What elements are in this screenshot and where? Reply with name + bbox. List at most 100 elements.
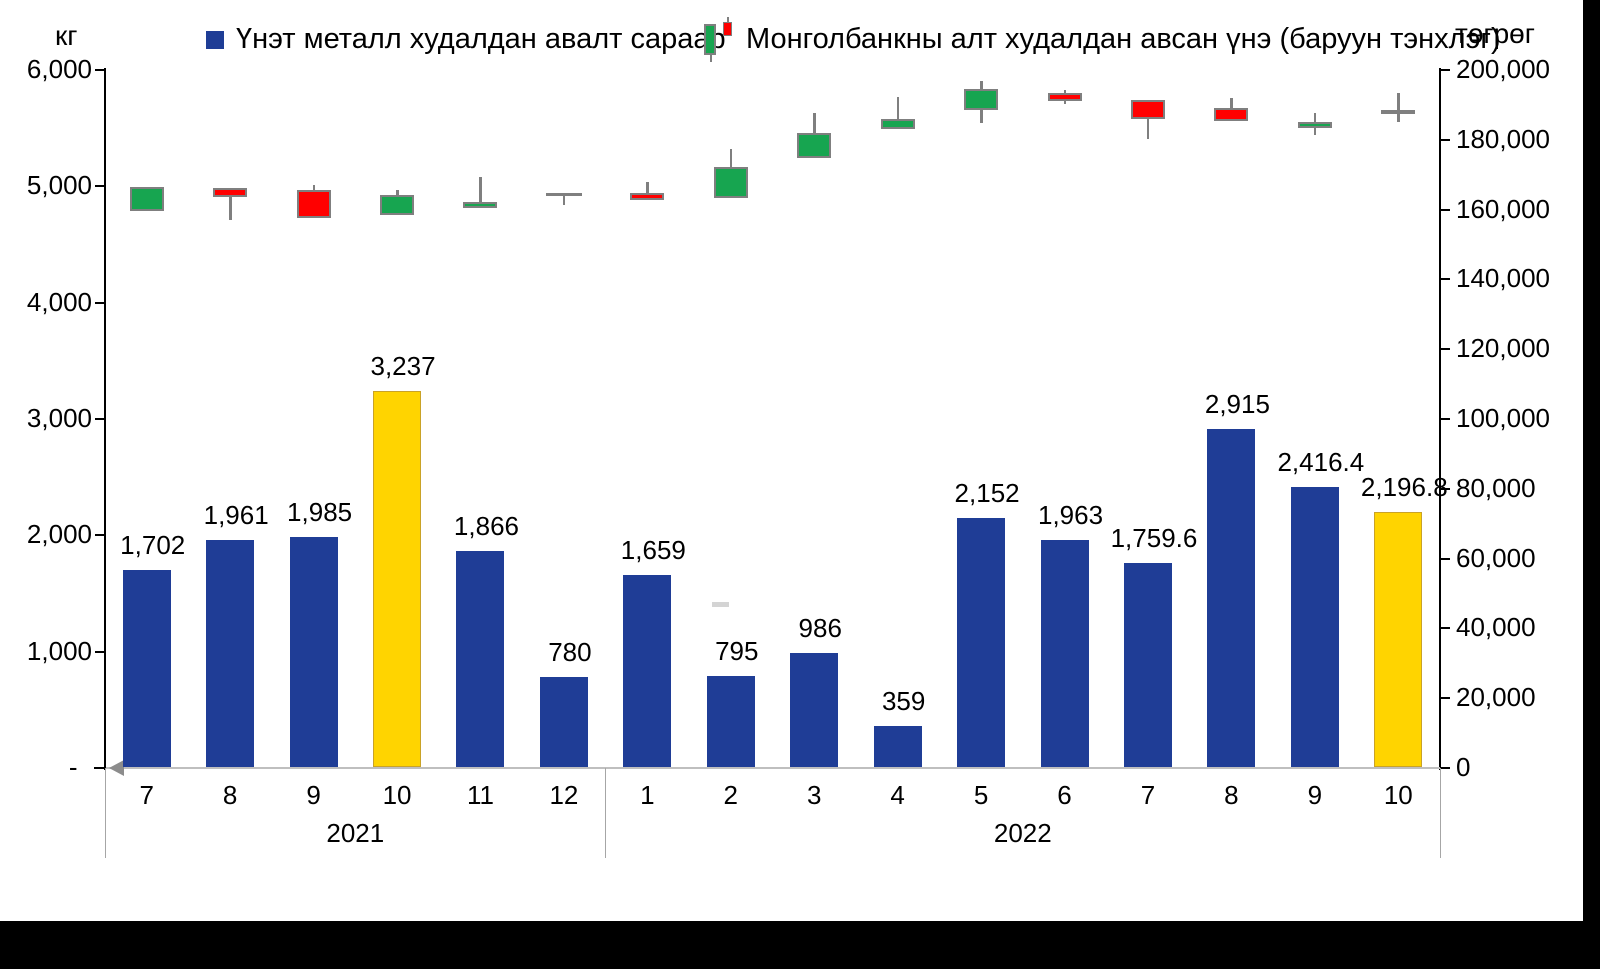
legend-green-candle-wick [710,55,712,62]
month-label: 7 [1140,780,1156,810]
right-tick-label: 40,000 [1456,612,1536,643]
right-tick-mark [1440,418,1450,420]
bar [539,677,588,767]
bar-value-label: 1,759.6 [1110,523,1198,554]
right-tick-mark [1440,138,1450,141]
bar-value-label: 359 [881,686,926,717]
bar [456,550,505,767]
year-group-divider [1439,768,1441,858]
left-tick-mark [95,185,105,188]
candle-wick [896,96,900,129]
right-tick-label: 140,000 [1456,263,1550,294]
bar [122,570,171,767]
candle-down [1381,110,1416,115]
left-tick-mark [95,69,105,71]
candle-up [380,194,415,216]
bar [206,539,255,767]
left-axis-line [104,68,106,770]
month-label: 4 [890,780,905,810]
bar-value-label: 1,659 [620,535,686,565]
bar [289,537,338,767]
candle-up [463,201,498,209]
candle-down [1214,108,1249,121]
month-label: 8 [222,780,238,810]
candle-wick [646,182,649,200]
right-tick-mark [1440,487,1450,490]
left-tick-mark [95,301,105,304]
right-tick-mark [1440,348,1450,351]
candle-wick [562,194,566,206]
bar-highlighted [1374,512,1423,767]
candle-down [1130,100,1165,119]
candle-down [213,187,248,198]
left-tick-mark [95,767,105,769]
left-tick-label: 2,000 [26,519,92,550]
bar [873,726,922,767]
bar [706,675,755,767]
month-label: 2 [723,780,739,810]
bar [623,575,672,767]
bar [1123,563,1172,767]
month-label: 9 [306,780,321,810]
candle-up [797,132,832,158]
artifact-smudge [712,602,729,607]
bar-value-label: 780 [548,637,592,668]
bar [790,653,839,767]
legend-red-candle-wick [727,17,729,22]
candle-up [880,118,915,129]
right-tick-label: 120,000 [1456,333,1550,364]
legend-item-bar-series: Үнэт металл худалдан авалт сараар [206,23,726,56]
month-label: 11 [466,780,494,810]
bar-value-label: 1,963 [1037,499,1104,530]
year-label: 2021 [326,818,385,848]
bar [1040,539,1089,767]
candle-wick [1397,93,1400,122]
month-label: 5 [973,780,989,810]
bar [1290,486,1339,767]
month-label: 10 [1383,780,1413,810]
x-axis-baseline [105,767,1440,769]
left-tick-label: 6,000 [26,54,92,84]
bar [957,517,1006,767]
bar-value-label: 1,961 [203,499,269,530]
candle-wick [1146,100,1150,140]
candle-wick [479,177,482,209]
bar-value-label: 2,152 [954,477,1020,508]
bar [1207,428,1256,767]
month-label: 7 [139,780,154,810]
origin-arrow-marker [109,760,124,776]
right-tick-label: 180,000 [1456,123,1550,154]
right-axis-unit-label: төгрөг [1455,18,1535,49]
bar-value-label: 1,702 [120,530,186,560]
chart-sheet: кг Үнэт металл худалдан авалт сараар Мон… [0,0,1583,921]
bar-value-label: 3,237 [370,351,436,382]
right-tick-label: 60,000 [1456,542,1536,573]
left-axis-unit-label: кг [55,20,78,51]
left-tick-mark [95,418,105,420]
bar-value-label: 795 [715,635,759,666]
candle-down [296,190,331,218]
left-tick-label: 4,000 [26,286,92,317]
right-tick-mark [1440,208,1450,211]
bar-value-label: 2,915 [1204,388,1270,419]
bar-series-swatch-icon [206,30,224,49]
candle-down [1047,93,1082,102]
candle-series-legend-label: Монголбанкны алт худалдан авсан үнэ (бар… [746,23,1501,55]
bar-highlighted [373,391,422,767]
right-tick-label: 100,000 [1456,403,1550,433]
bar-value-label: 1,866 [453,510,520,541]
left-tick-mark [95,650,105,653]
left-tick-label: - [68,752,92,782]
candle-wick [229,187,232,221]
legend-red-candle-icon [723,22,732,36]
right-tick-mark [1440,697,1450,700]
month-label: 3 [806,780,822,810]
month-label: 12 [549,780,579,810]
candle-up [129,186,164,211]
month-label: 6 [1057,780,1072,810]
bar-series-legend-label: Үнэт металл худалдан авалт сараар [236,23,726,55]
left-tick-label: 5,000 [26,170,92,201]
right-tick-mark [1440,69,1450,71]
bar-value-label: 2,416.4 [1277,446,1365,477]
